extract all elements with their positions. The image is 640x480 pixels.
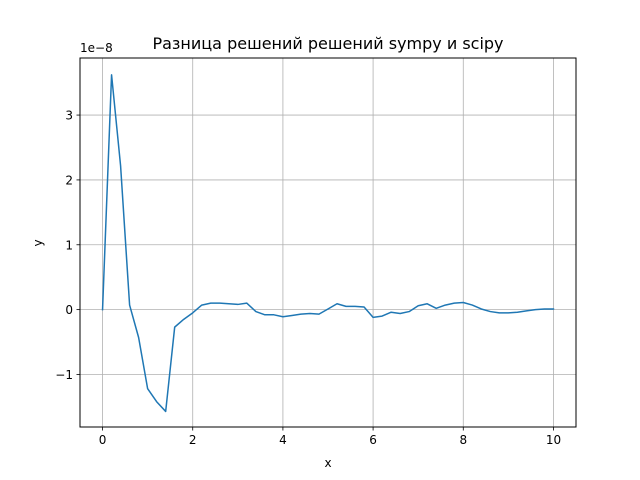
y-scale-label: 1e−8 xyxy=(80,41,113,55)
x-tick-label: 0 xyxy=(99,433,107,447)
series-layer xyxy=(101,74,555,413)
chart-title: Разница решений решений sympy и scipy xyxy=(152,34,503,53)
plot-frame xyxy=(79,57,577,428)
x-tick-label: 4 xyxy=(279,433,287,447)
y-tick-label: 3 xyxy=(65,109,73,123)
y-tick-label: 1 xyxy=(65,238,73,252)
series-line xyxy=(101,74,555,413)
x-tick-label: 2 xyxy=(189,433,197,447)
y-axis-label: y xyxy=(31,239,45,246)
x-axis-label: x xyxy=(324,456,331,470)
grid xyxy=(80,58,576,427)
x-tick-label: 10 xyxy=(546,433,561,447)
x-tick-label: 8 xyxy=(459,433,467,447)
y-tick-label: −1 xyxy=(55,368,73,382)
x-tick-label: 6 xyxy=(369,433,377,447)
ticks: 0 2 4 6 8 10 −1 0 1 2 3 xyxy=(55,109,561,447)
y-tick-label: 2 xyxy=(65,173,73,187)
y-tick-label: 0 xyxy=(65,303,73,317)
